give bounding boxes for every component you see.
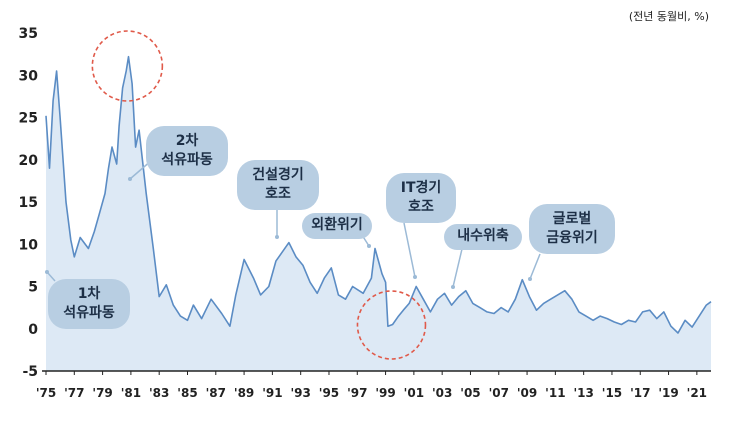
callout-it-boom: IT경기 호조 xyxy=(386,173,456,223)
x-tick-label: '81 xyxy=(121,386,141,400)
callout-pointer xyxy=(529,253,541,280)
callout-oil-shock-1: 1차 석유파동 xyxy=(48,279,130,329)
unit-label: (전년 동월비, %) xyxy=(628,10,709,23)
y-tick-label: 10 xyxy=(19,237,39,253)
x-tick-label: '95 xyxy=(319,386,339,400)
x-tick-label: '05 xyxy=(460,386,480,400)
callout-pointer-tip xyxy=(413,275,417,279)
x-tick-label: '83 xyxy=(149,386,169,400)
callout-global-financial-crisis: 글로벌 금융위기 xyxy=(529,204,615,254)
x-tick-label: '97 xyxy=(347,386,367,400)
x-tick-label: '01 xyxy=(404,386,424,400)
x-tick-label: '99 xyxy=(375,386,395,400)
x-tick-label: '93 xyxy=(290,386,310,400)
y-tick-label: 15 xyxy=(19,195,38,211)
x-tick-label: '13 xyxy=(573,386,593,400)
x-tick-label: '19 xyxy=(658,386,678,400)
callout-pointer-tip xyxy=(367,244,371,248)
callout-pointer xyxy=(403,222,416,278)
y-tick-label: -5 xyxy=(22,364,38,380)
callout-pointers xyxy=(45,159,541,289)
x-tick-label: '87 xyxy=(206,386,226,400)
y-tick-label: 35 xyxy=(19,26,38,42)
x-tick-label: '85 xyxy=(177,386,197,400)
highlight-circle xyxy=(356,290,427,360)
callout-pointer xyxy=(46,271,56,282)
y-tick-label: 25 xyxy=(19,111,38,127)
x-axis-ticks: '75 '77 '79 '81 '83 '85 '87 '89 '91 '93 '95 '97 '99 '… xyxy=(36,371,707,400)
x-tick-label: '11 xyxy=(545,386,565,400)
callout-fx-crisis: 외환위기 xyxy=(302,213,372,239)
highlight-circle xyxy=(91,30,164,102)
y-tick-label: 30 xyxy=(19,68,39,84)
callout-oil-shock-2: 2차 석유파동 xyxy=(146,126,228,176)
callout-pointer-tip xyxy=(128,177,132,181)
y-tick-label: 20 xyxy=(19,153,39,169)
callout-pointer-tip xyxy=(275,235,279,239)
x-tick-label: '91 xyxy=(262,386,282,400)
callout-pointer-tip xyxy=(528,277,532,281)
x-tick-label: '79 xyxy=(92,386,112,400)
y-tick-label: 0 xyxy=(28,322,38,338)
x-tick-label: '07 xyxy=(489,386,509,400)
callout-domestic-slump: 내수위축 xyxy=(444,224,522,250)
x-tick-label: '03 xyxy=(432,386,452,400)
x-tick-label: '77 xyxy=(64,386,84,400)
x-tick-label: '17 xyxy=(630,386,650,400)
callout-pointer-tip xyxy=(451,285,455,289)
x-tick-label: '21 xyxy=(687,386,707,400)
callout-pointer xyxy=(452,248,463,288)
x-tick-label: '75 xyxy=(36,386,56,400)
callout-pointer-tip xyxy=(45,270,49,274)
y-axis-ticks: 35 30 25 20 15 10 5 0 -5 xyxy=(19,26,39,380)
highlight-circles xyxy=(91,30,427,360)
x-tick-label: '15 xyxy=(602,386,622,400)
x-tick-label: '89 xyxy=(234,386,254,400)
callout-construction-boom: 건설경기 호조 xyxy=(237,160,319,210)
series-line xyxy=(45,55,712,334)
y-tick-label: 5 xyxy=(28,280,38,296)
series-area xyxy=(46,56,711,371)
x-tick-label: '09 xyxy=(517,386,537,400)
